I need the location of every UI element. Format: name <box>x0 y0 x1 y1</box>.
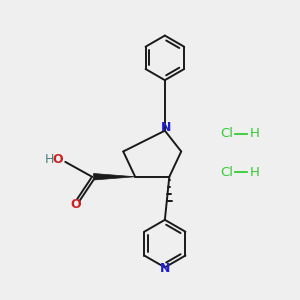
Text: Cl: Cl <box>220 166 233 179</box>
Text: O: O <box>70 198 81 211</box>
Text: Cl: Cl <box>220 127 233 140</box>
Text: H: H <box>250 127 260 140</box>
Text: N: N <box>160 262 170 275</box>
Text: O: O <box>52 153 63 166</box>
Text: H: H <box>250 166 260 179</box>
Text: N: N <box>161 121 172 134</box>
Polygon shape <box>94 173 135 180</box>
Text: H: H <box>44 153 54 166</box>
